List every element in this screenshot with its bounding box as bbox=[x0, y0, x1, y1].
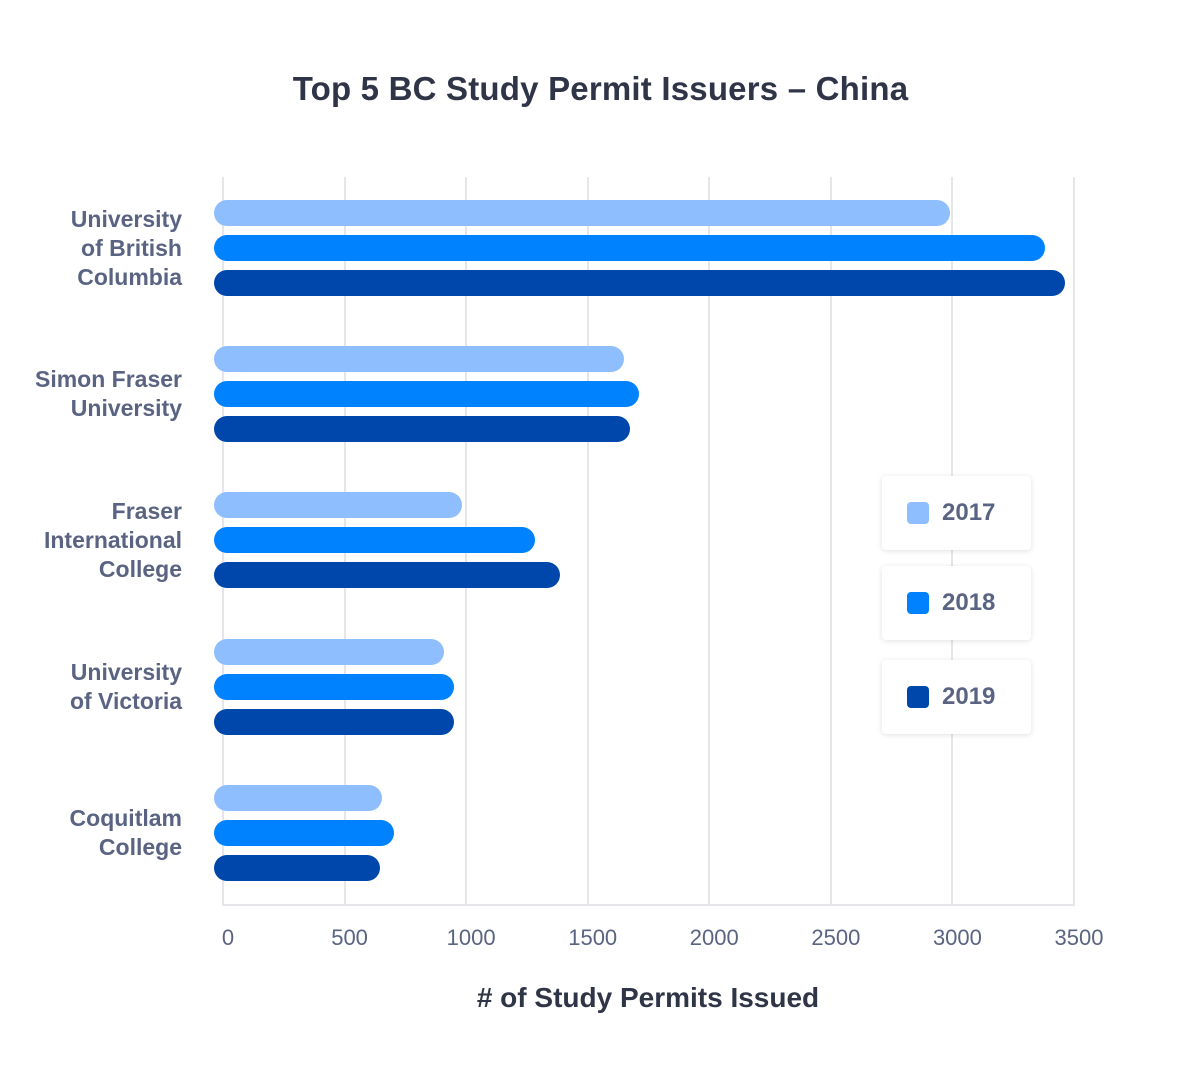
x-tick-label: 3000 bbox=[932, 925, 982, 950]
category-label: Coquitlam College bbox=[69, 804, 182, 860]
legend-swatch-icon bbox=[907, 592, 929, 614]
category-label: University of Victoria bbox=[69, 658, 182, 714]
bar-2019[interactable] bbox=[214, 708, 454, 735]
bar-2018[interactable] bbox=[214, 381, 639, 408]
legend-label: 2017 bbox=[942, 499, 996, 526]
bar-2018[interactable] bbox=[214, 235, 1045, 261]
bar-2017[interactable] bbox=[214, 784, 383, 811]
gridline bbox=[829, 177, 832, 906]
gridline bbox=[1073, 177, 1075, 906]
x-tick-label: 500 bbox=[331, 925, 368, 950]
bar-2018[interactable] bbox=[214, 819, 395, 846]
legend-item-2018[interactable]: 2018 bbox=[882, 566, 1031, 640]
bar-2017[interactable] bbox=[214, 346, 625, 373]
x-tick-label: 1500 bbox=[568, 925, 618, 950]
bar-2017[interactable] bbox=[214, 200, 950, 226]
category-label: University of British Columbia bbox=[70, 205, 182, 290]
legend-item-2019[interactable]: 2019 bbox=[882, 660, 1031, 734]
legend-item-2017[interactable]: 2017 bbox=[882, 476, 1031, 550]
gridline bbox=[708, 177, 711, 906]
bar-2019[interactable] bbox=[214, 562, 560, 589]
legend-swatch-icon bbox=[907, 686, 929, 708]
legend-swatch-icon bbox=[907, 502, 929, 524]
bar-2019[interactable] bbox=[214, 854, 380, 881]
x-tick-label: 2500 bbox=[811, 925, 861, 950]
x-tick-label: 2000 bbox=[689, 925, 739, 950]
bar-2017[interactable] bbox=[214, 638, 445, 665]
bar-2018[interactable] bbox=[214, 673, 454, 700]
gridline bbox=[586, 177, 589, 906]
x-axis-label: # of Study Permits Issued bbox=[476, 982, 820, 1013]
category-label: Fraser International College bbox=[43, 497, 182, 582]
x-axis-line bbox=[223, 904, 1074, 906]
legend-label: 2019 bbox=[942, 683, 996, 710]
legend-label: 2018 bbox=[942, 589, 996, 616]
x-tick-label: 0 bbox=[221, 925, 235, 950]
bar-2019[interactable] bbox=[214, 270, 1066, 296]
x-tick-label: 3500 bbox=[1054, 925, 1104, 950]
bar-2018[interactable] bbox=[214, 527, 536, 554]
chart-title: Top 5 BC Study Permit Issuers – China bbox=[292, 70, 909, 107]
x-tick-label: 1000 bbox=[446, 925, 496, 950]
category-label: Simon Fraser University bbox=[35, 366, 182, 422]
bar-2017[interactable] bbox=[214, 492, 463, 519]
plot-area bbox=[214, 177, 1075, 906]
bar-2019[interactable] bbox=[214, 416, 631, 443]
